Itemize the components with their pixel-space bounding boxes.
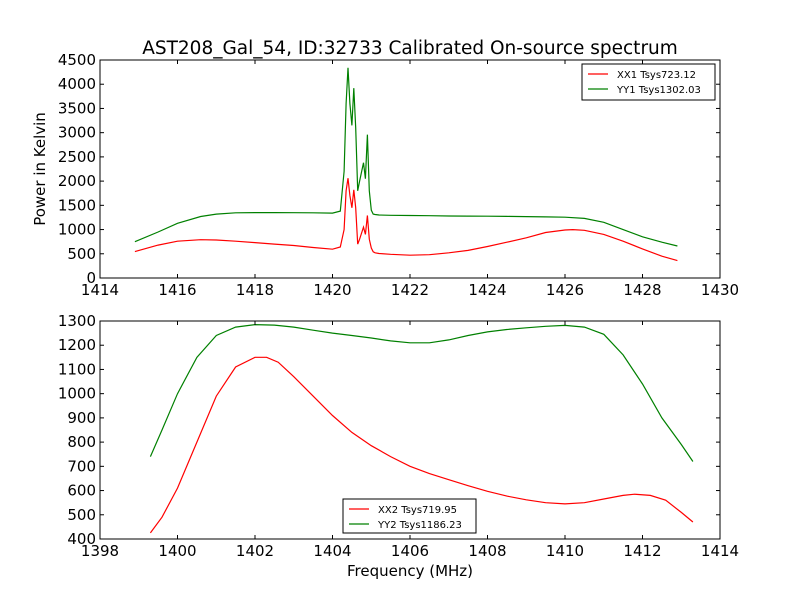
x-tick-label: 1402 — [236, 542, 274, 560]
y-tick-label: 3500 — [58, 99, 96, 117]
x-tick-label: 1424 — [468, 281, 506, 299]
legend-box — [342, 498, 477, 534]
y-tick-label: 2000 — [58, 172, 96, 190]
y-tick-label: 500 — [67, 506, 96, 524]
x-tick-label: 1406 — [391, 542, 429, 560]
x-tick-label: 1418 — [236, 281, 274, 299]
y-tick-label: 1000 — [58, 221, 96, 239]
y-tick-label: 1100 — [58, 360, 96, 378]
y-tick-label: 2500 — [58, 148, 96, 166]
x-tick-label: 1414 — [701, 542, 739, 560]
y-axis-label: Power in Kelvin — [31, 112, 49, 226]
y-tick-label: 1500 — [58, 196, 96, 214]
y-tick-label: 900 — [67, 409, 96, 427]
series-line-xx — [134, 178, 678, 262]
x-tick-label: 1422 — [391, 281, 429, 299]
figure-title: AST208_Gal_54, ID:32733 Calibrated On-so… — [142, 38, 678, 59]
x-tick-label: 1410 — [546, 542, 584, 560]
y-tick-label: 1200 — [58, 336, 96, 354]
series-line-yy — [149, 323, 694, 462]
y-tick-label: 1000 — [58, 385, 96, 403]
series-line-xx — [149, 356, 694, 534]
y-tick-label: 3000 — [58, 124, 96, 142]
y-tick-label: 1300 — [58, 312, 96, 330]
x-tick-label: 1404 — [313, 542, 351, 560]
legend-entry-label: YY2 Tsys1186.23 — [377, 520, 462, 531]
x-tick-label: 1428 — [623, 281, 661, 299]
x-tick-label: 1412 — [623, 542, 661, 560]
series-line-yy — [134, 67, 678, 247]
y-tick-label: 400 — [67, 530, 96, 548]
x-tick-label: 1420 — [313, 281, 351, 299]
x-tick-label: 1430 — [701, 281, 739, 299]
x-tick-label: 1416 — [158, 281, 196, 299]
y-tick-label: 4000 — [58, 75, 96, 93]
legend-box — [581, 63, 716, 101]
legend-entry-label: XX1 Tsys723.12 — [617, 70, 696, 81]
legend-entry-label: YY1 Tsys1302.03 — [616, 85, 701, 96]
y-tick-label: 700 — [67, 457, 96, 475]
top-spectrum-panel: 1414 1416 1418 1420 1422 1424 1426 1428 1430 0 500… — [31, 51, 739, 299]
x-tick-label: 1400 — [158, 542, 196, 560]
legend-entry-label: XX2 Tsys719.95 — [378, 505, 457, 516]
x-axis-label: Frequency (MHz) — [347, 562, 473, 580]
y-tick-label: 4500 — [58, 51, 96, 69]
bottom-spectrum-panel: 1398 1400 1402 1404 1406 1408 1410 1412 1414 400 5… — [58, 312, 739, 580]
x-tick-label: 1398 — [81, 542, 119, 560]
y-tick-label: 800 — [67, 433, 96, 451]
y-tick-label: 500 — [67, 245, 96, 263]
x-tick-label: 1408 — [468, 542, 506, 560]
x-tick-label: 1426 — [546, 281, 584, 299]
x-tick-label: 1414 — [81, 281, 119, 299]
y-tick-label: 0 — [86, 269, 96, 287]
y-tick-label: 600 — [67, 482, 96, 500]
